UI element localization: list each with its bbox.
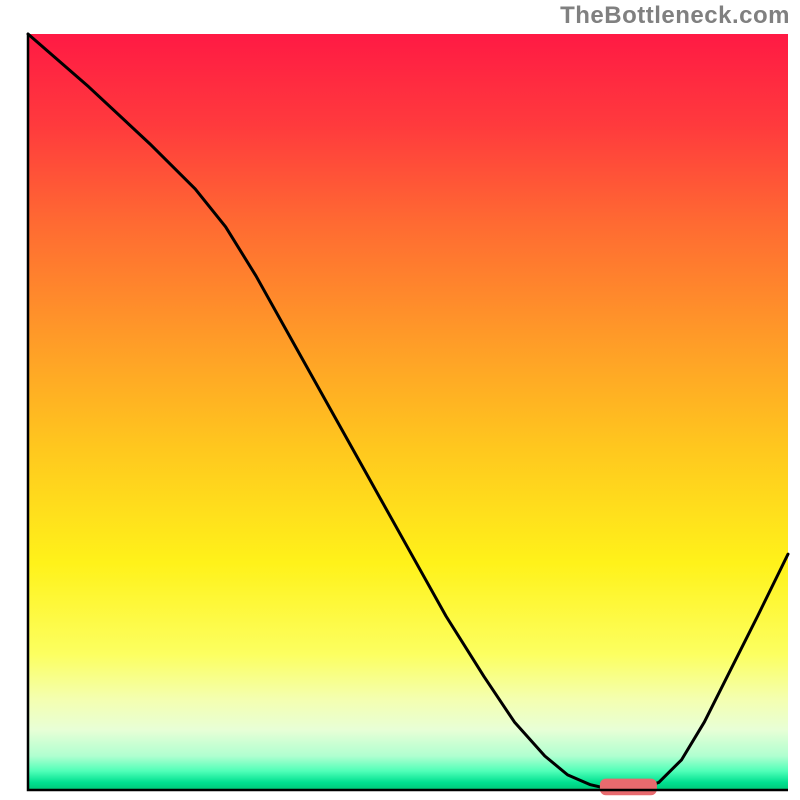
bottleneck-curve-chart [0, 0, 800, 800]
plot-background [28, 34, 788, 790]
chart-container: TheBottleneck.com [0, 0, 800, 800]
optimal-marker [600, 779, 657, 796]
watermark-text: TheBottleneck.com [560, 2, 790, 30]
